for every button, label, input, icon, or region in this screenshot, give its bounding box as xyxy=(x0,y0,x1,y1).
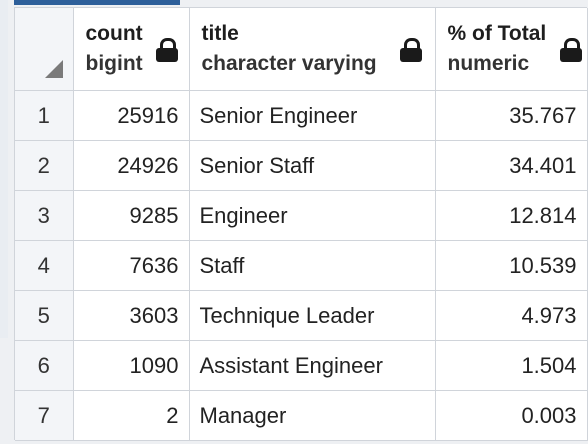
title-cell[interactable]: Engineer xyxy=(189,190,436,241)
active-tab-indicator xyxy=(14,0,180,5)
column-name: title xyxy=(201,22,239,45)
row-number[interactable]: 6 xyxy=(15,340,74,391)
column-type: numeric xyxy=(447,52,530,75)
column-header-pct-of-total[interactable]: % of Total numeric xyxy=(435,8,588,91)
pct-cell[interactable]: 34.401 xyxy=(435,140,588,191)
header-row: count bigint title character varying xyxy=(15,8,588,91)
pct-cell[interactable]: 12.814 xyxy=(435,190,588,241)
column-type: bigint xyxy=(85,52,143,75)
count-cell[interactable]: 7636 xyxy=(73,240,190,291)
row-number[interactable]: 7 xyxy=(15,390,74,441)
count-cell[interactable]: 25916 xyxy=(73,90,190,141)
count-cell[interactable]: 9285 xyxy=(73,190,190,241)
title-cell[interactable]: Senior Engineer xyxy=(189,90,436,141)
table-row[interactable]: 4 7636 Staff 10.539 xyxy=(15,240,588,291)
row-number[interactable]: 5 xyxy=(15,290,74,341)
panel-gutter xyxy=(0,0,8,338)
corner-triangle-icon xyxy=(45,60,63,78)
lock-icon xyxy=(399,38,422,62)
table-row[interactable]: 1 25916 Senior Engineer 35.767 xyxy=(15,90,588,141)
column-name: % of Total xyxy=(447,22,547,45)
table-row[interactable]: 3 9285 Engineer 12.814 xyxy=(15,190,588,241)
pct-cell[interactable]: 1.504 xyxy=(435,340,588,391)
row-number[interactable]: 2 xyxy=(15,140,74,191)
select-all-cell[interactable] xyxy=(15,8,74,91)
pct-cell[interactable]: 10.539 xyxy=(435,240,588,291)
table-row[interactable]: 2 24926 Senior Staff 34.401 xyxy=(15,140,588,191)
title-cell[interactable]: Manager xyxy=(189,390,436,441)
row-number[interactable]: 1 xyxy=(15,90,74,141)
column-type: character varying xyxy=(201,52,377,75)
lock-icon xyxy=(155,38,178,62)
count-cell[interactable]: 2 xyxy=(73,390,190,441)
row-number[interactable]: 3 xyxy=(15,190,74,241)
table-row[interactable]: 6 1090 Assistant Engineer 1.504 xyxy=(15,340,588,391)
count-cell[interactable]: 1090 xyxy=(73,340,190,391)
title-cell[interactable]: Staff xyxy=(189,240,436,291)
pct-cell[interactable]: 4.973 xyxy=(435,290,588,341)
pct-cell[interactable]: 0.003 xyxy=(435,390,588,441)
column-header-count[interactable]: count bigint xyxy=(73,8,190,91)
count-cell[interactable]: 24926 xyxy=(73,140,190,191)
pct-cell[interactable]: 35.767 xyxy=(435,90,588,141)
row-number[interactable]: 4 xyxy=(15,240,74,291)
title-cell[interactable]: Technique Leader xyxy=(189,290,436,341)
title-cell[interactable]: Assistant Engineer xyxy=(189,340,436,391)
table-row[interactable]: 5 3603 Technique Leader 4.973 xyxy=(15,290,588,341)
data-output-grid: count bigint title character varying xyxy=(14,7,588,441)
column-header-title[interactable]: title character varying xyxy=(189,8,436,91)
results-table: count bigint title character varying xyxy=(15,8,588,441)
table-row[interactable]: 7 2 Manager 0.003 xyxy=(15,390,588,441)
column-name: count xyxy=(85,22,143,45)
lock-icon xyxy=(559,38,582,62)
count-cell[interactable]: 3603 xyxy=(73,290,190,341)
title-cell[interactable]: Senior Staff xyxy=(189,140,436,191)
